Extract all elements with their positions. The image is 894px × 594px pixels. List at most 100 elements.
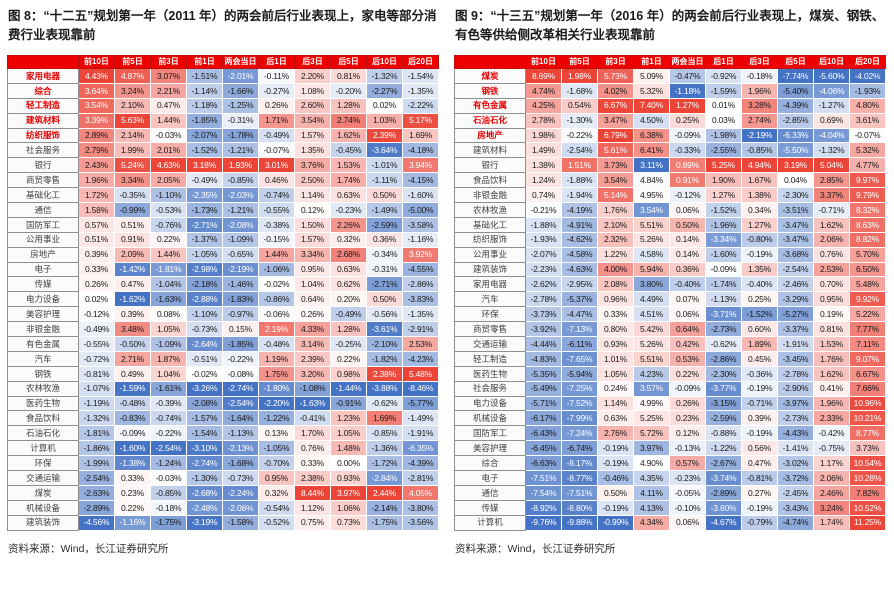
heat-cell: 0.20% xyxy=(330,291,367,308)
heat-cell: 2.39% xyxy=(366,127,403,144)
heatmap-table: 前10日 前5日 前3日 前1日 两会当日 后1日 后3日 后5日 后10日 后20日 家用电器 4.… xyxy=(7,55,439,531)
heat-cell: -3.64% xyxy=(366,142,403,159)
heat-cell: -4.44% xyxy=(525,336,562,352)
heat-cell: 9.07% xyxy=(849,350,886,367)
table-row: 社会服务 -5.49% -7.25% 0.24% 3.57% -0.09% -3.77% -0… xyxy=(454,380,886,397)
heat-cell: -0.73% xyxy=(186,321,223,338)
heat-cell: -2.91% xyxy=(402,321,439,338)
heat-cell: -2.20% xyxy=(258,395,295,412)
heat-cell: -1.18% xyxy=(186,97,223,114)
heat-cell: 2.14% xyxy=(114,127,151,144)
heat-cell: -0.71% xyxy=(813,202,850,218)
heat-cell: -7.25% xyxy=(561,380,598,397)
heat-cell: 5.63% xyxy=(114,112,151,129)
heat-cell: 1.28% xyxy=(330,321,367,338)
heat-cell: 2.44% xyxy=(366,484,403,501)
heat-cell: 1.72% xyxy=(78,187,115,204)
heat-cell: 0.39% xyxy=(78,246,115,263)
table-row: 银行 2.43% 5.24% 4.63% 3.18% 1.93% 3.01% 3.76% 1.5… xyxy=(7,157,439,174)
heat-cell: 1.05% xyxy=(597,365,634,382)
heat-cell: -1.16% xyxy=(402,231,439,248)
heat-cell: -3.34% xyxy=(705,231,742,248)
table-row: 家用电器 4.43% 4.87% 3.07% -1.51% -2.01% -0.11% 2.2… xyxy=(7,68,439,84)
heat-cell: -4.02% xyxy=(849,68,886,84)
table-row: 传媒 0.26% 0.47% -1.04% -2.18% -1.46% -0.02% 1.04… xyxy=(7,276,439,293)
column-header: 后20日 xyxy=(849,55,886,69)
heat-cell: 0.07% xyxy=(669,291,706,308)
heat-cell: 3.24% xyxy=(114,82,151,99)
heat-cell: -1.10% xyxy=(186,306,223,323)
heat-cell: -0.80% xyxy=(741,231,778,248)
heat-cell: -2.90% xyxy=(777,380,814,397)
heat-cell: -0.15% xyxy=(258,231,295,248)
heat-cell: -0.88% xyxy=(705,425,742,442)
industry-name-cell: 汽车 xyxy=(7,350,79,367)
table-row: 家用电器 -2.62% -2.95% 2.08% 3.80% -0.40% -1.74% -0… xyxy=(454,276,886,293)
heat-cell: -7.13% xyxy=(561,321,598,338)
heat-cell: -2.89% xyxy=(705,484,742,501)
heat-cell: 4.58% xyxy=(633,246,670,263)
table-row: 基础化工 1.72% -0.35% -1.10% -2.35% -2.03% -0.74% 1… xyxy=(7,187,439,204)
heat-cell: -2.73% xyxy=(777,410,814,427)
column-header: 两会当日 xyxy=(669,55,706,69)
heat-cell: 1.22% xyxy=(597,246,634,263)
heat-cell: -1.41% xyxy=(777,440,814,457)
heat-cell: 9.92% xyxy=(849,291,886,308)
heat-cell: -1.78% xyxy=(222,127,259,144)
heat-cell: -0.79% xyxy=(741,514,778,531)
heat-cell: 0.12% xyxy=(294,202,331,218)
heat-cell: -1.09% xyxy=(222,231,259,248)
heat-cell: 1.44% xyxy=(258,246,295,263)
table-row: 轻工制造 3.54% 2.10% 0.47% -1.18% -1.25% 0.26% 2.60… xyxy=(7,97,439,114)
heat-cell: 1.57% xyxy=(294,127,331,144)
heat-cell: -4.18% xyxy=(402,142,439,159)
heat-cell: 0.32% xyxy=(330,231,367,248)
heat-cell: -2.74% xyxy=(186,455,223,472)
table-row: 电子 0.33% -1.42% -1.81% -2.98% -2.19% -1.06% 0.9… xyxy=(7,261,439,278)
heat-cell: -1.60% xyxy=(402,187,439,204)
heat-cell: -0.19% xyxy=(741,380,778,397)
heat-cell: 0.33% xyxy=(294,455,331,472)
heat-cell: 2.46% xyxy=(813,484,850,501)
heat-cell: 0.95% xyxy=(813,291,850,308)
heat-cell: -3.97% xyxy=(777,395,814,412)
figure-9-source-note: 资料来源：Wind，长江证券研究所 xyxy=(455,542,616,555)
table-row: 有色金属 -0.55% -0.50% -1.09% -2.64% -1.85% -0.48%… xyxy=(7,336,439,352)
heat-cell: 2.74% xyxy=(741,112,778,129)
heat-cell: 1.04% xyxy=(294,276,331,293)
heat-cell: 2.33% xyxy=(813,410,850,427)
heat-cell: 3.28% xyxy=(741,97,778,114)
heat-cell: 5.26% xyxy=(633,231,670,248)
heat-cell: -5.71% xyxy=(525,395,562,412)
heat-cell: -0.62% xyxy=(366,395,403,412)
heat-cell: 8.63% xyxy=(849,216,886,233)
heat-cell: 4.87% xyxy=(114,68,151,84)
heat-cell: -0.09% xyxy=(114,425,151,442)
heat-cell: 1.49% xyxy=(525,142,562,159)
industry-name-cell: 轻工制造 xyxy=(7,97,79,114)
industry-name-cell: 社会服务 xyxy=(454,380,526,397)
heat-cell: -1.74% xyxy=(705,276,742,293)
heat-cell: -1.73% xyxy=(186,202,223,218)
heat-cell: -0.07% xyxy=(258,142,295,159)
heat-cell: -9.88% xyxy=(561,514,598,531)
heat-cell: -0.13% xyxy=(669,440,706,457)
heat-cell: 1.75% xyxy=(258,365,295,382)
heat-cell: -0.10% xyxy=(669,499,706,516)
heat-cell: 1.57% xyxy=(294,231,331,248)
heat-cell: -1.42% xyxy=(114,261,151,278)
heat-cell: -2.85% xyxy=(777,112,814,129)
heat-cell: -8.80% xyxy=(561,499,598,516)
heat-cell: 0.02% xyxy=(78,291,115,308)
heat-cell: 0.53% xyxy=(669,350,706,367)
heat-cell: 2.76% xyxy=(597,425,634,442)
heat-cell: 1.24% xyxy=(525,172,562,189)
heat-cell: 0.63% xyxy=(330,187,367,204)
corner-cell xyxy=(454,55,526,69)
heat-cell: 0.34% xyxy=(741,202,778,218)
industry-name-cell: 交通运输 xyxy=(7,470,79,486)
heat-cell: -5.27% xyxy=(777,306,814,323)
heat-cell: 3.97% xyxy=(330,484,367,501)
heat-cell: -0.73% xyxy=(222,470,259,486)
industry-name-cell: 非银金融 xyxy=(454,187,526,204)
